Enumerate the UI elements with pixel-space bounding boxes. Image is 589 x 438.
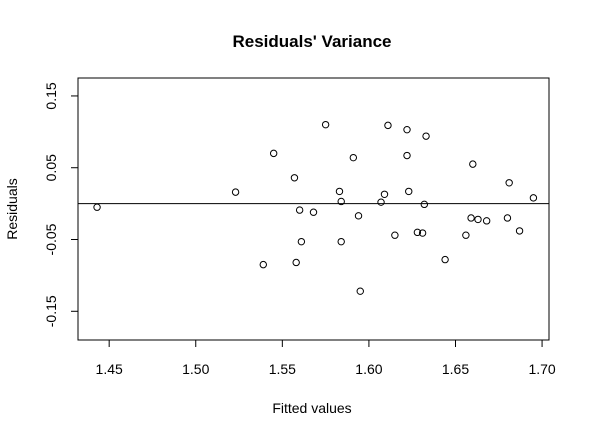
chart-title: Residuals' Variance xyxy=(232,32,391,51)
data-point xyxy=(269,149,278,158)
data-point xyxy=(356,287,364,295)
data-point xyxy=(405,187,413,196)
x-tick-label: 1.45 xyxy=(96,361,123,377)
data-point xyxy=(422,132,430,140)
data-point xyxy=(377,198,385,206)
data-point xyxy=(335,187,344,196)
data-point xyxy=(349,153,358,162)
data-point xyxy=(292,258,300,267)
data-point xyxy=(259,260,267,269)
data-point xyxy=(413,228,422,237)
data-point xyxy=(467,214,475,222)
x-tick-label: 1.55 xyxy=(269,361,296,377)
data-point xyxy=(420,200,429,209)
data-point xyxy=(337,237,345,246)
x-tick-label: 1.50 xyxy=(182,361,209,377)
data-points xyxy=(93,120,538,295)
data-point xyxy=(391,231,399,239)
y-tick-label: -0.15 xyxy=(43,295,59,327)
y-tick-label: 0.15 xyxy=(43,82,59,109)
data-point xyxy=(297,237,306,246)
data-point xyxy=(474,215,482,224)
data-point xyxy=(515,227,524,235)
data-point xyxy=(321,120,330,129)
x-tick-label: 1.70 xyxy=(528,361,555,377)
data-point xyxy=(295,206,304,214)
data-point xyxy=(290,174,299,182)
data-point xyxy=(482,217,491,225)
data-point xyxy=(505,179,513,187)
data-point xyxy=(441,255,449,264)
y-axis-label: Residuals xyxy=(4,178,20,239)
data-point xyxy=(354,212,363,220)
x-tick-label: 1.65 xyxy=(442,361,469,377)
data-point xyxy=(380,190,389,198)
x-axis: 1.45 1.50 1.55 1.60 1.65 1.70 xyxy=(96,339,556,377)
data-point xyxy=(93,203,101,211)
data-point xyxy=(403,151,411,160)
x-tick-label: 1.60 xyxy=(355,361,382,377)
data-point xyxy=(384,121,392,130)
data-point xyxy=(503,214,512,222)
data-point xyxy=(529,194,538,202)
data-point xyxy=(462,231,470,239)
y-tick-label: 0.05 xyxy=(43,154,59,181)
data-point xyxy=(403,125,411,134)
data-point xyxy=(231,188,240,196)
y-tick-label: -0.05 xyxy=(43,223,59,255)
x-axis-label: Fitted values xyxy=(272,400,351,416)
data-point xyxy=(309,208,318,216)
data-point xyxy=(469,160,477,168)
data-point xyxy=(337,197,345,206)
y-axis: -0.15 -0.05 0.05 0.15 xyxy=(43,82,79,327)
data-point xyxy=(418,229,427,237)
